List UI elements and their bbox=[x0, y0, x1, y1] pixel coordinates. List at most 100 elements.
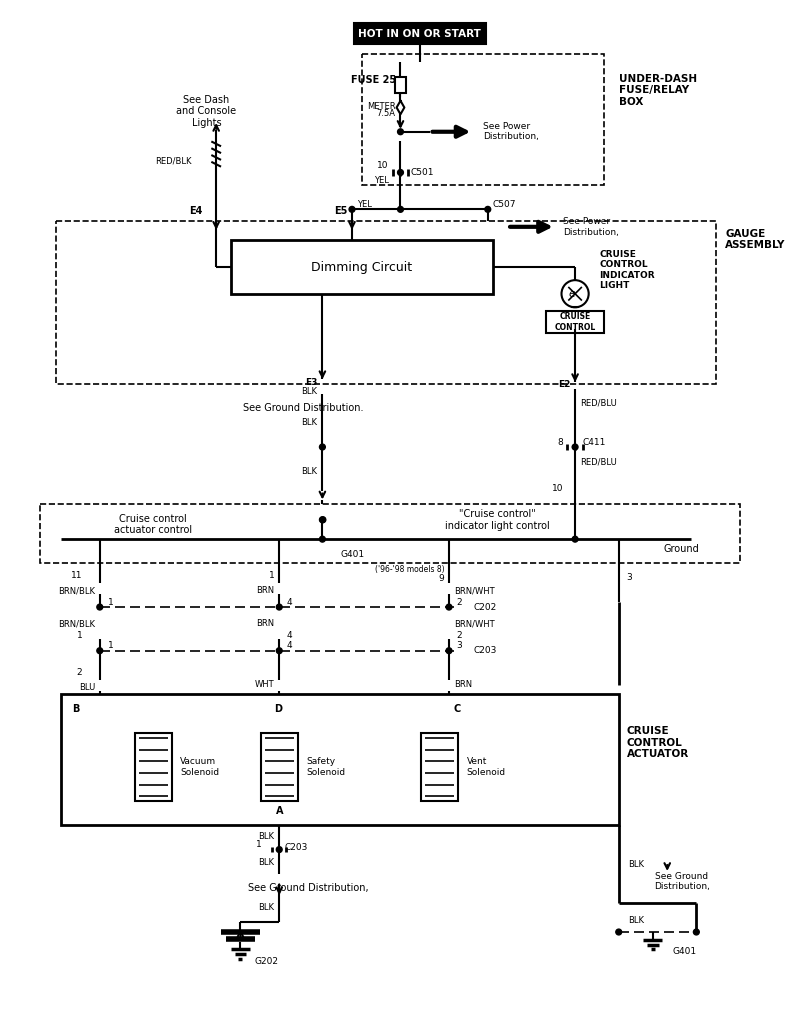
Text: 10: 10 bbox=[377, 161, 389, 170]
Text: CRUISE
CONTROL
INDICATOR
LIGHT: CRUISE CONTROL INDICATOR LIGHT bbox=[599, 250, 655, 290]
Bar bbox=[61, 694, 618, 825]
Circle shape bbox=[97, 604, 103, 610]
Text: YEL: YEL bbox=[357, 200, 371, 209]
Text: E4: E4 bbox=[189, 206, 202, 216]
Text: 4: 4 bbox=[287, 641, 292, 650]
Circle shape bbox=[485, 207, 491, 212]
Bar bbox=[230, 241, 493, 294]
Text: BLK: BLK bbox=[301, 418, 317, 427]
Text: Ground: Ground bbox=[664, 544, 700, 554]
Text: E3: E3 bbox=[305, 378, 317, 386]
Text: CRUISE
CONTROL
ACTUATOR: CRUISE CONTROL ACTUATOR bbox=[626, 726, 689, 760]
Text: 1: 1 bbox=[77, 631, 82, 640]
Text: BLK: BLK bbox=[258, 858, 274, 866]
Text: 1: 1 bbox=[108, 598, 113, 606]
Text: 2: 2 bbox=[457, 598, 462, 606]
Text: Cruise control
actuator control: Cruise control actuator control bbox=[114, 514, 192, 536]
Bar bbox=[40, 504, 740, 563]
Text: E5: E5 bbox=[334, 206, 347, 216]
Text: E2: E2 bbox=[558, 381, 570, 389]
Text: G202: G202 bbox=[255, 956, 279, 966]
Text: Vent
Solenoid: Vent Solenoid bbox=[466, 758, 505, 777]
Circle shape bbox=[398, 207, 403, 212]
Text: Vacuum
Solenoid: Vacuum Solenoid bbox=[180, 758, 219, 777]
Bar bbox=[56, 221, 716, 384]
Text: C501: C501 bbox=[410, 168, 434, 177]
Text: B: B bbox=[73, 705, 80, 714]
Text: D: D bbox=[274, 705, 282, 714]
Text: 7.5A: 7.5A bbox=[377, 109, 395, 118]
Text: BRN: BRN bbox=[257, 586, 274, 595]
Bar bbox=[546, 311, 604, 333]
Circle shape bbox=[693, 929, 699, 935]
Text: UNDER-DASH
FUSE/RELAY
BOX: UNDER-DASH FUSE/RELAY BOX bbox=[618, 74, 697, 106]
Circle shape bbox=[320, 444, 325, 450]
Text: e: e bbox=[569, 289, 575, 299]
Text: BRN: BRN bbox=[257, 620, 274, 628]
Text: "Cruise control"
indicator light control: "Cruise control" indicator light control bbox=[445, 509, 550, 530]
Text: See Dash
and Console
Lights: See Dash and Console Lights bbox=[176, 95, 237, 128]
Text: 3: 3 bbox=[457, 641, 462, 650]
Circle shape bbox=[572, 444, 578, 450]
Text: 1: 1 bbox=[256, 841, 261, 849]
Text: RED/BLU: RED/BLU bbox=[580, 399, 617, 408]
Text: BRN: BRN bbox=[453, 680, 472, 689]
Text: RED/BLU: RED/BLU bbox=[580, 457, 617, 466]
Circle shape bbox=[320, 517, 326, 522]
Text: BLU: BLU bbox=[79, 683, 95, 692]
Text: 1: 1 bbox=[108, 641, 113, 650]
Text: GAUGE
ASSEMBLY: GAUGE ASSEMBLY bbox=[725, 228, 786, 250]
Circle shape bbox=[572, 537, 578, 542]
Text: BLK: BLK bbox=[258, 833, 274, 842]
Text: BRN/WHT: BRN/WHT bbox=[453, 620, 494, 628]
Text: METER: METER bbox=[367, 102, 395, 111]
Text: ('96-'98 models 8): ('96-'98 models 8) bbox=[375, 564, 444, 573]
Text: YEL: YEL bbox=[374, 176, 389, 184]
Text: 1: 1 bbox=[269, 570, 274, 580]
Circle shape bbox=[398, 170, 403, 175]
Text: CRUISE
CONTROL: CRUISE CONTROL bbox=[555, 312, 595, 332]
Text: See Power
Distribution,: See Power Distribution, bbox=[483, 122, 539, 141]
Circle shape bbox=[277, 648, 282, 653]
Text: HOT IN ON OR START: HOT IN ON OR START bbox=[359, 29, 481, 39]
Text: 4: 4 bbox=[287, 631, 292, 640]
Text: FUSE 25: FUSE 25 bbox=[351, 76, 395, 85]
Text: RED/BLK: RED/BLK bbox=[155, 157, 192, 165]
Bar bbox=[395, 78, 406, 93]
Text: Dimming Circuit: Dimming Circuit bbox=[311, 260, 412, 273]
Text: 2: 2 bbox=[77, 668, 82, 677]
Bar bbox=[261, 733, 297, 801]
Text: See Ground Distribution,: See Ground Distribution, bbox=[248, 884, 369, 893]
Text: C507: C507 bbox=[493, 200, 516, 209]
Circle shape bbox=[616, 929, 622, 935]
Text: Safety
Solenoid: Safety Solenoid bbox=[306, 758, 346, 777]
Text: WHT: WHT bbox=[255, 680, 274, 689]
Circle shape bbox=[277, 847, 282, 852]
Text: BLK: BLK bbox=[629, 859, 645, 868]
Circle shape bbox=[446, 648, 452, 653]
Text: 10: 10 bbox=[552, 484, 563, 494]
Text: C: C bbox=[453, 705, 461, 714]
Text: 3: 3 bbox=[626, 573, 632, 583]
Text: C202: C202 bbox=[473, 602, 497, 611]
Text: C411: C411 bbox=[583, 437, 607, 446]
Text: See Ground Distribution.: See Ground Distribution. bbox=[243, 403, 363, 414]
Text: G401: G401 bbox=[672, 947, 697, 956]
Text: 8: 8 bbox=[558, 437, 563, 446]
Text: 11: 11 bbox=[71, 570, 82, 580]
Text: BRN/BLK: BRN/BLK bbox=[58, 586, 95, 595]
Circle shape bbox=[398, 129, 403, 135]
Text: See Ground
Distribution,: See Ground Distribution, bbox=[654, 871, 709, 891]
Text: BRN/WHT: BRN/WHT bbox=[453, 586, 494, 595]
Circle shape bbox=[320, 537, 325, 542]
Text: A: A bbox=[276, 806, 283, 815]
Bar bbox=[354, 24, 486, 44]
Text: C203: C203 bbox=[473, 646, 497, 655]
Bar bbox=[135, 733, 171, 801]
Text: See Power
Distribution,: See Power Distribution, bbox=[563, 217, 619, 237]
Text: 2: 2 bbox=[457, 631, 462, 640]
Text: BLK: BLK bbox=[258, 903, 274, 912]
Circle shape bbox=[349, 207, 355, 212]
Text: C203: C203 bbox=[284, 843, 308, 852]
Text: BRN/BLK: BRN/BLK bbox=[58, 620, 95, 628]
